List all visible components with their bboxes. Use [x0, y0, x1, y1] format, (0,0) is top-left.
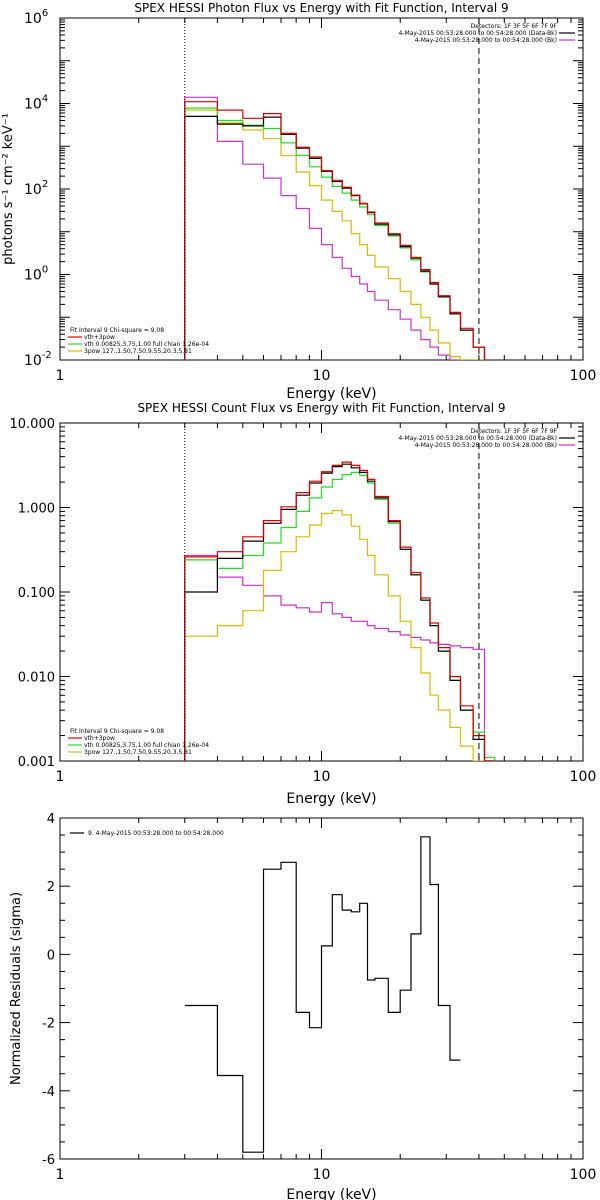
series-line-data	[184, 836, 461, 1153]
legend-bottom-left-entry: 3pow 127.,1.50,7.50,9.55,20.3,5.81	[84, 749, 192, 756]
residuals-panel: 1 10 100 -6 -4 -2 0 2 4 Energy (keV) Normalized Re…	[9, 812, 596, 1200]
series-line-model_vth	[184, 107, 486, 360]
y-tick-label: 10.000	[10, 417, 56, 432]
legend-entry: 9. 4-May-2015 00:53:28.000 to 00:54:28.0…	[88, 830, 224, 837]
legend-bottom-left-entry: vth 0.00825,3.75,1.00 full chian 1.26e-0…	[84, 341, 209, 348]
x-tick-label: 1	[56, 1167, 65, 1183]
x-axis-label: Energy (keV)	[286, 386, 376, 402]
x-tick-label: 100	[570, 1167, 597, 1183]
series-line-bkg	[184, 96, 485, 360]
y-tick-label: 100	[24, 265, 48, 284]
x-axis-label: Energy (keV)	[286, 791, 376, 807]
y-tick-label: 106	[24, 8, 48, 27]
y-tick-label: -4	[42, 1085, 55, 1100]
legend-bottom-left-entry: vth 0.00825,3.75,1.00 full chian 1.26e-0…	[84, 742, 209, 749]
photon-flux-panel: 1 10 100 10-2 100 102 104 106 SPEX HESSI Photon …	[1, 1, 596, 402]
x-tick-label: 10	[313, 368, 331, 384]
count-flux-panel: 1 10 100 0.001 0.010 0.100 1.000 10.000 SPEX HES…	[10, 401, 597, 807]
series-line-model_3pow	[184, 510, 495, 761]
y-tick-label: 0.010	[18, 671, 55, 686]
y-tick-label: 2	[47, 880, 55, 895]
legend-top-right-entry: 4-May-2015 00:53:28.000 to 00:54:28.000 …	[398, 30, 557, 37]
y-tick-label: 102	[24, 179, 48, 198]
y-tick-label: 0	[47, 948, 55, 963]
y-tick-label: -2	[42, 1017, 55, 1032]
y-tick-label: 1.000	[18, 502, 55, 517]
series-line-model_3pow	[184, 109, 485, 360]
y-tick-label: 0.100	[18, 586, 55, 601]
x-tick-label: 100	[570, 769, 597, 785]
series-group	[184, 96, 486, 360]
y-axis-label: photons s⁻¹ cm⁻² keV⁻¹	[1, 113, 16, 265]
chart-title: SPEX HESSI Photon Flux vs Energy with Fi…	[134, 1, 508, 15]
x-tick-label: 1	[56, 769, 65, 785]
x-tick-label: 10	[313, 769, 331, 785]
legend-top-right-entry: Detectors: 1F 3F 5F 6F 7F 9F	[471, 23, 558, 30]
y-tick-label: 0.001	[18, 755, 55, 770]
legend-bottom-left-entry: vth+3pow	[84, 735, 115, 742]
y-tick-label: 10-2	[24, 350, 52, 369]
y-tick-label: 104	[24, 94, 48, 113]
x-tick-label: 100	[570, 368, 597, 384]
legend-bottom-left-entry: Fit Interval 9 Chi-square = 9.08	[70, 728, 164, 735]
chart-title: SPEX HESSI Count Flux vs Energy with Fit…	[137, 401, 505, 415]
legend-bottom-left-entry: vth+3pow	[84, 334, 115, 341]
series-group	[184, 836, 461, 1153]
series-line-data	[184, 115, 486, 360]
legend-top-right-entry: Detectors: 1F 3F 5F 6F 7F 9F	[471, 428, 558, 435]
series-line-data	[184, 463, 495, 761]
series-line-model_total	[184, 461, 495, 761]
legend-bottom-left-entry: Fit Interval 9 Chi-square = 9.08	[70, 327, 164, 334]
x-axis-label: Energy (keV)	[286, 1187, 376, 1200]
series-line-model_total	[184, 101, 486, 360]
y-tick-label: -6	[42, 1153, 55, 1168]
legend-top-right-entry: 4-May-2015 00:53:28.000 to 00:54:28.000 …	[415, 442, 557, 449]
x-tick-label: 1	[56, 368, 65, 384]
legend-bottom-left-entry: 3pow 127.,1.50,7.50,9.55,20.3,5.81	[84, 348, 192, 355]
series-line-model_vth	[184, 471, 496, 761]
legend-top-right-entry: 4-May-2015 00:53:28.000 to 00:54:28.000 …	[415, 37, 557, 44]
series-line-bkg	[184, 554, 495, 761]
x-tick-label: 10	[313, 1167, 331, 1183]
series-group	[184, 461, 496, 761]
y-tick-label: 4	[47, 812, 55, 827]
y-axis-label: Normalized Residuals (sigma)	[9, 892, 24, 1085]
legend-top-right-entry: 4-May-2015 00:53:28.000 to 00:54:28.000 …	[398, 435, 557, 442]
